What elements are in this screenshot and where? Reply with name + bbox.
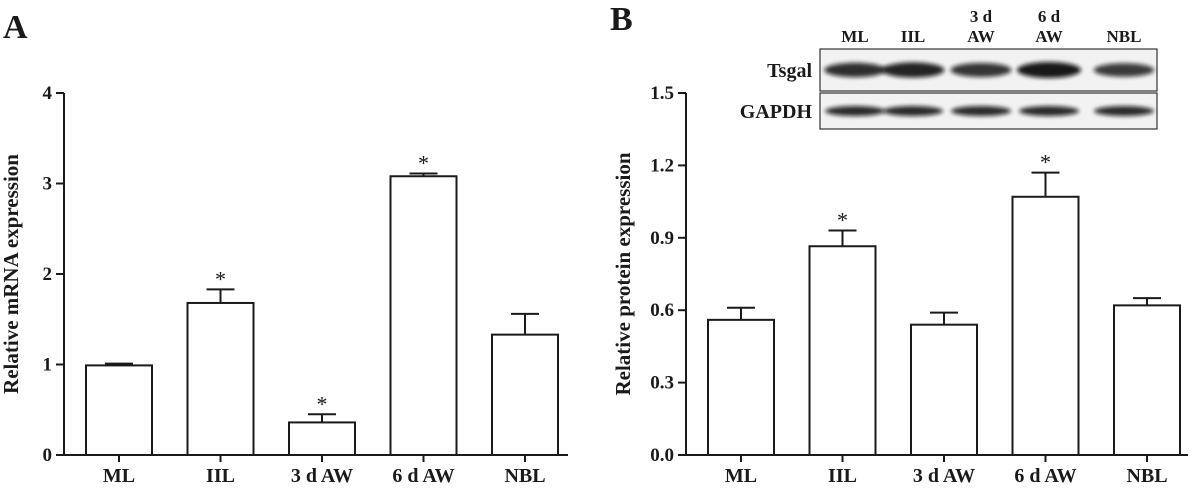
x-tick-label: IIL [206, 465, 235, 487]
significance-marker: * [215, 266, 226, 291]
y-tick-label: 0.9 [650, 228, 674, 249]
x-tick-label: 3 d AW [913, 465, 975, 487]
blot-lane-label: ML [841, 27, 868, 46]
y-tick-label: 3 [43, 174, 53, 195]
blot-band [825, 106, 885, 116]
x-tick-label: 6 d AW [1014, 465, 1076, 487]
chart-b-ticks: 0.0 0.3 0.6 0.9 1.2 1.5 ML IIL 3 d AW 6 d AW NBL [650, 83, 1167, 487]
chart-b: ** 0.00.30.60.91.21.5ML IIL 3 d AW 6 d AW NB… [611, 83, 1188, 487]
significance-marker: * [1040, 150, 1051, 175]
y-tick-label: 0.0 [650, 445, 674, 466]
y-tick-label: 0 [43, 445, 53, 466]
x-tick-label: 6 d AW [392, 465, 454, 487]
bar [491, 333, 559, 457]
bar [288, 421, 356, 457]
blot-lane-label: 3 d [970, 7, 993, 26]
significance-marker: * [837, 208, 848, 233]
blot-band [824, 62, 886, 78]
blot-band [1019, 106, 1079, 116]
y-tick-label: 0.6 [650, 300, 674, 321]
blot-lane-label: AW [967, 27, 994, 46]
chart-a-y-label: Relative mRNA expression [0, 154, 23, 394]
x-tick-label: ML [725, 465, 757, 487]
blot-band [883, 106, 943, 116]
y-tick-label: 1.2 [650, 155, 674, 176]
blot-lane-label: AW [1035, 27, 1062, 46]
blot-band [1017, 62, 1081, 78]
bar [389, 175, 458, 456]
blot-lane-label: IIL [901, 27, 926, 46]
blot-gapdh-bands [825, 106, 1154, 116]
x-tick-label: NBL [1126, 465, 1167, 487]
bar [707, 318, 775, 456]
panel-a-letter: A [3, 9, 28, 46]
blot-band [951, 106, 1011, 116]
blot-lane-label: NBL [1107, 27, 1142, 46]
chart-a: * * * 0 1 2 3 4 ML IIL 3 d AW 6 d AW NBL Relative m… [0, 83, 568, 487]
bar [808, 245, 877, 456]
chart-a-ticks: 0 1 2 3 4 ML IIL 3 d AW 6 d AW NBL [43, 83, 546, 487]
bar [1113, 304, 1181, 456]
y-tick-label: 4 [43, 83, 53, 104]
y-tick-label: 0.3 [650, 373, 674, 394]
bar [85, 364, 153, 456]
blot-band [950, 63, 1012, 77]
y-tick-label: 1 [43, 355, 53, 376]
y-tick-label: 2 [43, 264, 53, 285]
blot-band [881, 62, 945, 78]
chart-a-bars: * * * [85, 151, 559, 457]
x-tick-label: IIL [828, 465, 857, 487]
x-tick-label: ML [103, 465, 135, 487]
x-tick-label: 3 d AW [291, 465, 353, 487]
x-tick-label: NBL [504, 465, 545, 487]
significance-marker: * [317, 391, 328, 416]
blot-band [1093, 63, 1155, 77]
bar [910, 323, 978, 456]
significance-marker: * [418, 151, 429, 176]
chart-b-bars: ** [707, 150, 1181, 456]
blot-tsgal-bands [824, 62, 1155, 78]
blot-lane-label: 6 d [1038, 7, 1061, 26]
bar [186, 301, 255, 456]
panel-b-letter: B [610, 1, 633, 38]
bar [1011, 195, 1080, 456]
chart-b-y-label: Relative protein expression [611, 152, 635, 395]
blot-row-label-tsgal: Tsgal [767, 60, 812, 82]
y-tick-label: 1.5 [650, 83, 674, 104]
blot-row-label-gapdh: GAPDH [740, 101, 813, 123]
blot-band [1094, 106, 1154, 116]
